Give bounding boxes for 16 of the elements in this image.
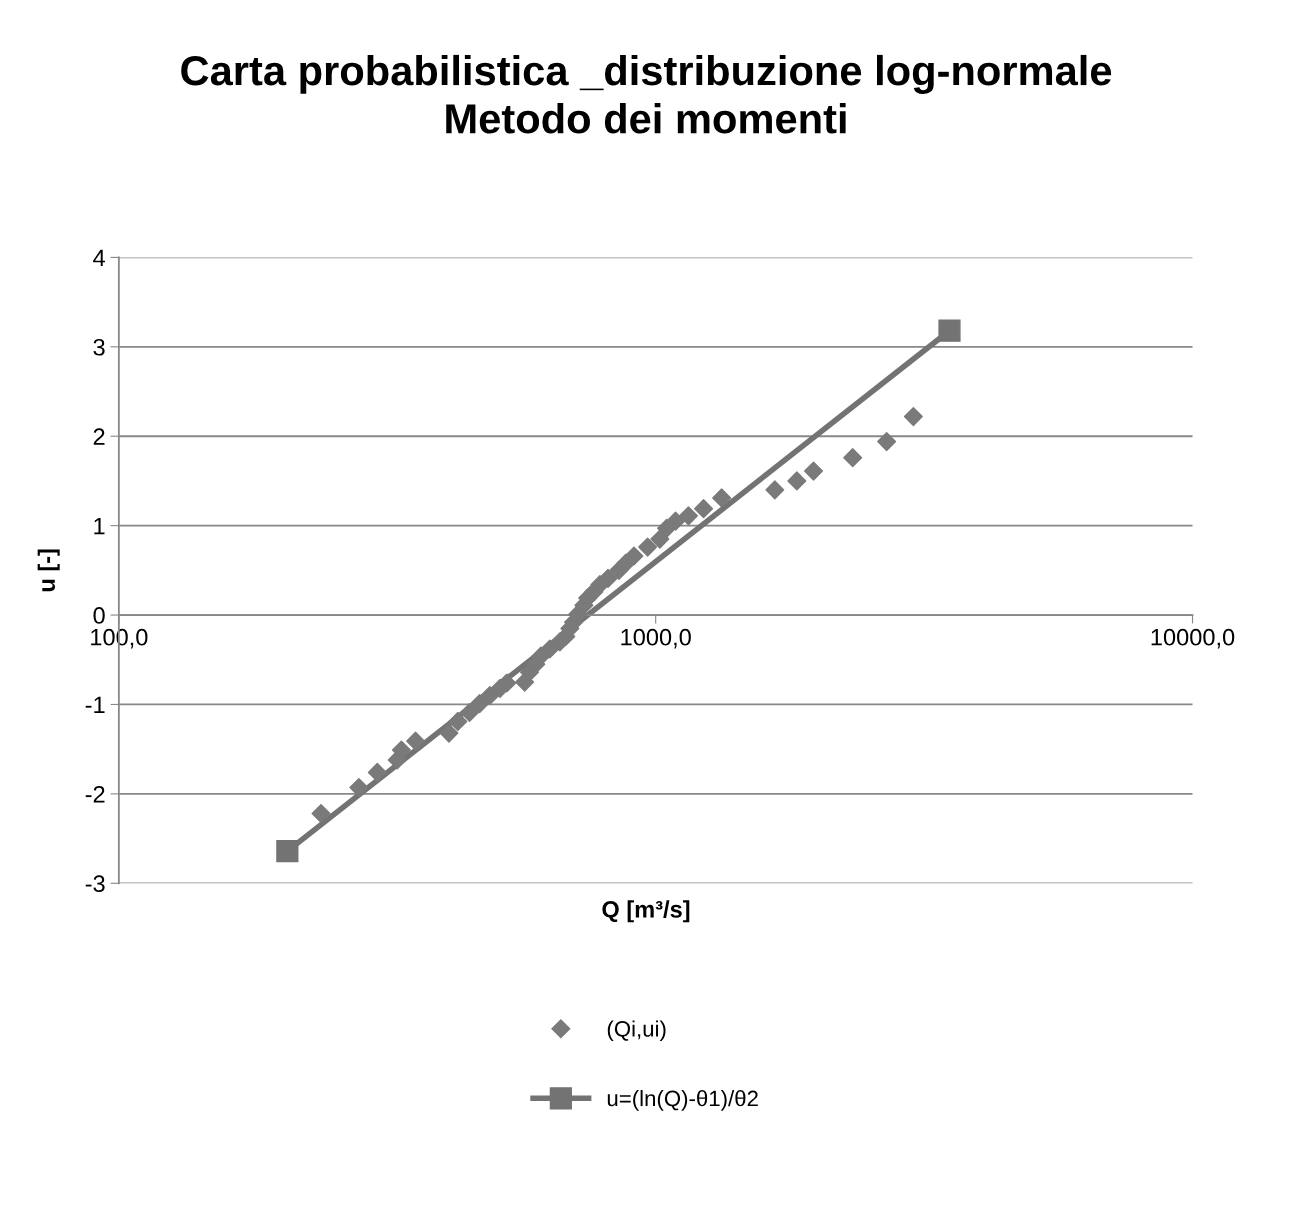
y-tick-label: 3: [93, 338, 105, 356]
x-tick-label: 10000,0: [1151, 628, 1235, 649]
x-axis-title: Q [m³/s]: [602, 900, 690, 923]
x-tick-label: 100,0: [91, 628, 148, 649]
y-tick-label: -2: [85, 785, 105, 803]
chart-title: Carta probabilistica _distribuzione log-normale Metodo dei momenti: [181, 54, 1112, 134]
legend-label: (Qi,ui): [607, 1020, 666, 1042]
y-tick-label: 1: [94, 517, 105, 535]
y-tick-label: -1: [85, 696, 105, 714]
y-tick-label: -3: [85, 875, 105, 893]
y-tick-label: 0: [93, 607, 105, 624]
legend-label: u=(ln(Q)-θ1)/θ2: [607, 1090, 758, 1111]
y-tick-label: 2: [93, 428, 105, 445]
y-tick-label: 4: [93, 249, 105, 266]
x-tick-label: 1000,0: [621, 628, 691, 649]
y-axis-title: u [-]: [37, 549, 60, 592]
